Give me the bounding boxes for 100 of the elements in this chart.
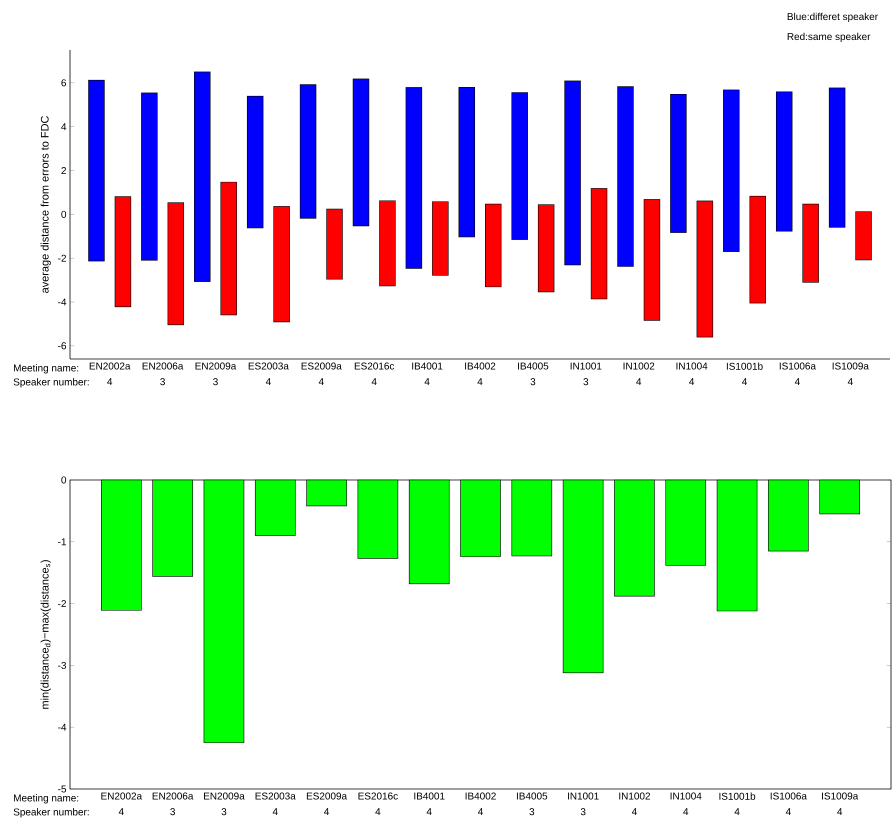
bar — [590, 188, 608, 300]
bar — [352, 78, 370, 226]
text: 4 — [272, 808, 278, 816]
x-tick-label: IB4005 — [518, 362, 548, 370]
x-tick-label: IS1001b — [719, 792, 756, 800]
x-tick-label: EN2006a — [142, 362, 184, 370]
text: 4 — [118, 808, 124, 816]
text: 4 — [837, 808, 842, 816]
x-tick-label: IS1001b — [726, 362, 763, 370]
y-tick-label: -2 — [58, 254, 66, 262]
text: 3 — [583, 378, 588, 386]
text: 3 — [530, 378, 536, 386]
bar — [855, 211, 872, 260]
text: 4 — [786, 808, 791, 816]
x-tick-label: ES2003a — [248, 362, 289, 370]
text: 4 — [324, 808, 330, 816]
x-tick-label: IS1009a — [832, 362, 869, 370]
x-tick-label: ES2009a — [302, 362, 342, 370]
bar — [511, 92, 528, 240]
text: 3 — [580, 808, 586, 816]
text: Meeting name: — [14, 794, 78, 804]
y-tick-label: 0 — [61, 210, 66, 218]
y-tick-label: -6 — [58, 342, 66, 350]
text: 4 — [636, 378, 642, 386]
bar — [406, 87, 422, 269]
x-tick-label: EN2009a — [204, 792, 245, 800]
bar — [194, 72, 210, 282]
text: 4 — [632, 808, 637, 816]
bar — [564, 80, 581, 266]
text: 4 — [734, 808, 740, 816]
bar — [300, 84, 316, 219]
bar — [114, 196, 132, 308]
x-tick-label: IB4002 — [466, 792, 496, 800]
text: 4 — [689, 378, 694, 386]
x-tick-label: IB4005 — [516, 792, 548, 800]
x-tick-label: IN1001 — [570, 362, 602, 370]
bar — [644, 199, 660, 321]
x-tick-label: IB4001 — [412, 362, 442, 370]
text: 4 — [742, 378, 748, 386]
text: 3 — [160, 378, 165, 386]
x-tick-label: ES2016c — [354, 362, 394, 370]
y-tick-label: 6 — [61, 79, 66, 86]
x-tick-label: EN2009a — [196, 362, 236, 370]
text: Speaker number: — [14, 378, 89, 388]
x-tick-label: IN1001 — [568, 792, 599, 800]
text: 4 — [426, 808, 432, 816]
x-tick-label: ES2009a — [306, 792, 348, 800]
y-tick-label: 0 — [61, 476, 66, 484]
bar — [538, 204, 554, 292]
text: 3 — [529, 808, 534, 816]
bar — [379, 200, 396, 286]
x-tick-label: EN2002a — [101, 792, 142, 800]
bar — [750, 196, 766, 304]
x-tick-label: IS1006a — [780, 362, 816, 370]
text: 4 — [107, 378, 112, 386]
x-tick-label: EN2006a — [152, 792, 194, 800]
y-tick-label: -2 — [58, 600, 66, 608]
y-tick-label: -1 — [58, 538, 66, 546]
text: 4 — [478, 808, 483, 816]
bar — [776, 92, 792, 232]
bar — [141, 92, 158, 261]
x-tick-label: IN1004 — [670, 792, 702, 800]
y-axis-title: min(distance$_{d}$)−max(distance$_{s}$) — [40, 560, 51, 709]
text: 4 — [477, 378, 482, 386]
text: 4 — [794, 378, 800, 386]
bar — [220, 182, 237, 316]
text: 3 — [222, 808, 226, 816]
x-tick-label: IN1002 — [619, 792, 650, 800]
text: 3 — [170, 808, 175, 816]
y-tick-label: -4 — [58, 724, 66, 731]
bar — [88, 80, 105, 262]
x-tick-label: IS1006a — [770, 792, 807, 800]
y-tick-label: 4 — [61, 123, 66, 130]
y-axis-title: average distance from errors to FDC — [40, 116, 51, 293]
x-tick-label: ES2003a — [256, 792, 296, 800]
x-tick-label: IS1009a — [822, 792, 858, 800]
bar — [168, 202, 184, 326]
text: 4 — [848, 378, 853, 386]
x-tick-label: ES2016c — [358, 792, 398, 800]
x-tick-label: EN2002a — [90, 362, 130, 370]
bar — [617, 86, 634, 267]
x-tick-label: IN1002 — [624, 362, 654, 370]
bar — [246, 96, 264, 228]
y-tick-label: -3 — [58, 662, 66, 669]
text: 4 — [375, 808, 380, 816]
text: Blue:differet speaker — [788, 12, 878, 22]
x-tick-label: IB4002 — [465, 362, 496, 370]
text: 3 — [213, 378, 218, 386]
text: Red:same speaker — [788, 32, 870, 42]
y-tick-label: 2 — [61, 167, 66, 174]
text: Speaker number: — [14, 808, 89, 818]
bar — [485, 204, 502, 288]
x-tick-label: IN1004 — [676, 362, 708, 370]
bar — [696, 200, 714, 338]
y-tick-label: -4 — [58, 298, 66, 306]
bar — [273, 206, 290, 322]
bar — [723, 90, 740, 252]
text: Meeting name: — [14, 364, 78, 374]
bar — [432, 201, 449, 276]
bar — [670, 94, 687, 233]
